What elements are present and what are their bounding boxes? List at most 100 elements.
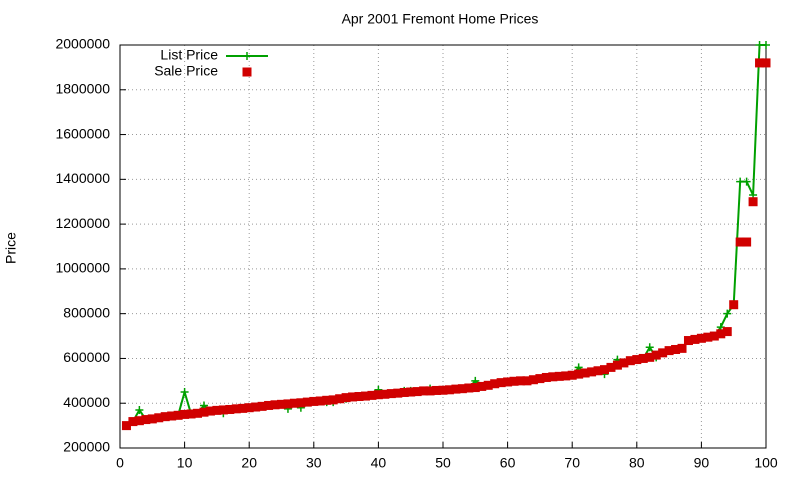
point-marker: [244, 403, 254, 413]
point-marker: [335, 394, 345, 404]
x-tick-label: 80: [629, 455, 645, 471]
point-marker: [729, 300, 739, 310]
point-marker: [277, 399, 286, 409]
point-marker: [242, 67, 252, 77]
point-marker: [671, 344, 681, 354]
point-marker: [477, 381, 487, 391]
point-marker: [606, 362, 616, 372]
point-marker: [664, 346, 674, 356]
point-marker: [677, 343, 687, 353]
x-tick-label: 0: [116, 455, 124, 471]
plot-frame: [119, 44, 767, 449]
y-tick-label: 400000: [63, 394, 110, 410]
point-marker: [690, 334, 700, 344]
point-marker: [561, 371, 571, 381]
point-marker: [186, 409, 196, 419]
legend-label: Sale Price: [154, 63, 218, 79]
point-marker: [735, 237, 745, 247]
x-tick-label: 40: [371, 455, 387, 471]
y-tick-label: 200000: [63, 439, 110, 455]
point-marker: [496, 378, 506, 388]
point-marker: [742, 237, 752, 247]
point-marker: [270, 400, 280, 410]
point-marker: [554, 371, 564, 381]
y-tick-label: 1000000: [55, 260, 110, 276]
point-marker: [135, 405, 144, 414]
point-marker: [147, 414, 157, 424]
point-marker: [483, 380, 493, 390]
point-marker: [580, 368, 590, 378]
point-marker: [516, 376, 526, 386]
x-tick-label: 30: [306, 455, 322, 471]
point-marker: [141, 415, 151, 425]
point-marker: [490, 379, 500, 389]
point-marker: [528, 375, 538, 385]
x-tick-label: 20: [241, 455, 257, 471]
point-marker: [709, 331, 719, 341]
point-marker: [341, 393, 351, 403]
point-marker: [748, 197, 758, 207]
point-marker: [761, 58, 771, 68]
point-marker: [645, 352, 655, 362]
point-marker: [199, 407, 209, 417]
point-marker: [309, 396, 319, 406]
x-tick-label: 100: [754, 455, 778, 471]
point-marker: [612, 360, 622, 370]
point-marker: [632, 355, 642, 365]
point-marker: [296, 398, 306, 408]
y-tick-label: 1400000: [55, 170, 110, 186]
y-tick-label: 1200000: [55, 215, 110, 231]
point-marker: [548, 372, 558, 382]
legend-label: List Price: [160, 47, 218, 63]
point-marker: [354, 392, 364, 402]
point-marker: [574, 369, 584, 379]
point-marker: [522, 376, 532, 386]
point-marker: [457, 384, 467, 394]
point-marker: [645, 343, 654, 352]
point-marker: [593, 366, 603, 376]
y-tick-label: 2000000: [55, 36, 110, 52]
point-marker: [535, 374, 545, 384]
point-marker: [128, 417, 138, 427]
point-marker: [322, 395, 332, 405]
y-tick-label: 600000: [63, 349, 110, 365]
point-marker: [231, 404, 241, 414]
point-marker: [716, 329, 726, 339]
point-marker: [205, 406, 215, 416]
point-marker: [619, 358, 629, 368]
point-marker: [264, 400, 274, 410]
series-line: [125, 44, 766, 427]
point-marker: [541, 372, 551, 382]
point-marker: [218, 405, 228, 415]
point-marker: [470, 383, 480, 393]
point-marker: [722, 327, 732, 337]
point-marker: [302, 397, 312, 407]
point-marker: [425, 386, 435, 396]
point-marker: [348, 392, 358, 402]
y-tick-label: 800000: [63, 304, 110, 320]
chart-title: Apr 2001 Fremont Home Prices: [342, 11, 539, 27]
point-marker: [438, 385, 448, 395]
point-marker: [600, 365, 609, 375]
point-marker: [625, 356, 635, 366]
point-marker: [762, 41, 770, 49]
point-marker: [193, 408, 203, 418]
point-marker: [373, 390, 383, 400]
point-marker: [328, 395, 338, 405]
point-marker: [696, 333, 706, 343]
point-marker: [243, 52, 251, 60]
point-marker: [658, 348, 668, 358]
point-marker: [315, 396, 325, 406]
point-marker: [180, 388, 189, 397]
point-marker: [444, 385, 454, 395]
x-tick-label: 50: [435, 455, 451, 471]
y-tick-label: 1600000: [55, 125, 110, 141]
point-marker: [651, 350, 661, 360]
point-marker: [587, 367, 597, 377]
point-marker: [289, 398, 299, 408]
point-marker: [121, 421, 131, 431]
point-marker: [180, 409, 190, 419]
point-marker: [367, 390, 377, 400]
point-marker: [683, 336, 693, 346]
